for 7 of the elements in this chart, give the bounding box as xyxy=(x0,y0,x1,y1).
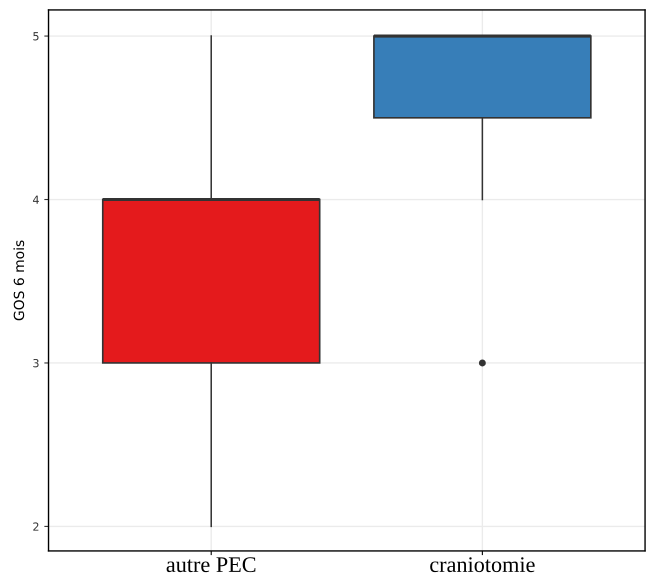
y-axis-title: GOS 6 mois xyxy=(13,240,24,320)
x-tick-label: craniotomie xyxy=(430,557,535,572)
x-tick-label: autre PEC xyxy=(166,557,256,572)
y-tick-label: 4 xyxy=(32,196,39,204)
y-tick-label: 5 xyxy=(33,32,39,40)
y-tick-label: 3 xyxy=(33,358,39,368)
y-tick-label: 2 xyxy=(33,522,38,531)
